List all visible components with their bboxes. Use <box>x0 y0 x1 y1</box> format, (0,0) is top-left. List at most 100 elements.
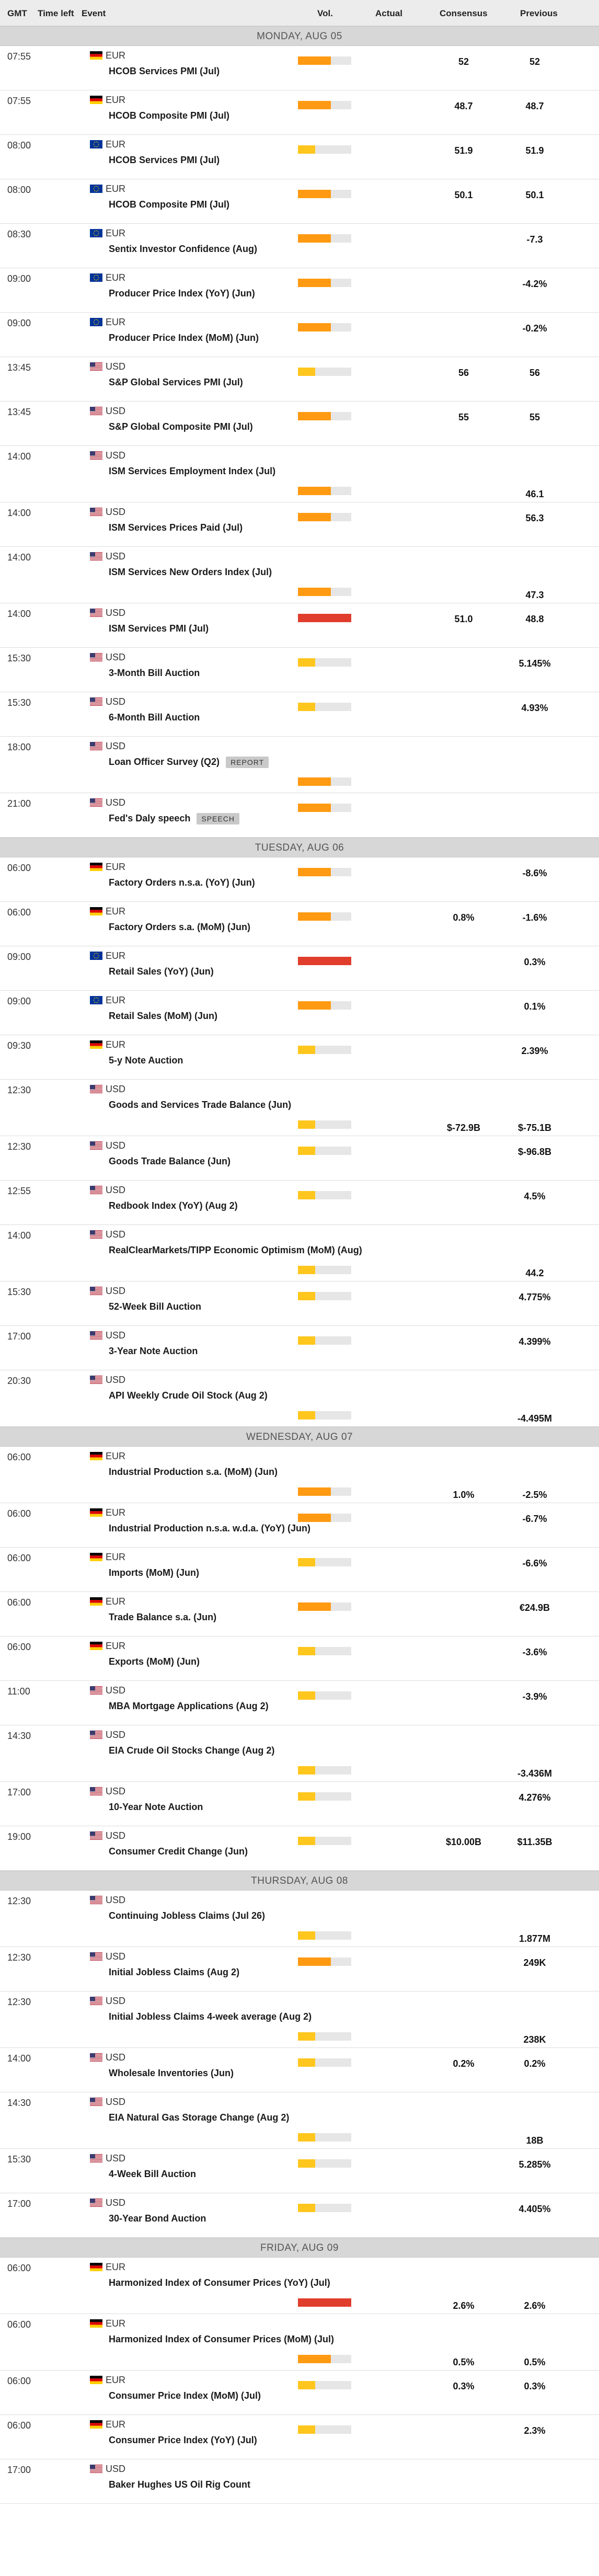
event-name[interactable]: Retail Sales (YoY) (Jun) <box>109 966 214 977</box>
event-name[interactable]: Baker Hughes US Oil Rig Count <box>109 2479 250 2490</box>
event-row[interactable]: 09:00 EUR Retail Sales (MoM) (Jun) 0.1% <box>0 991 599 1035</box>
event-name[interactable]: Sentix Investor Confidence (Aug) <box>109 244 257 255</box>
event-row[interactable]: 09:00 EUR Producer Price Index (MoM) (Jun)… <box>0 313 599 357</box>
event-name[interactable]: 3-Year Note Auction <box>109 1346 198 1357</box>
event-name[interactable]: HCOB Services PMI (Jul) <box>109 66 220 77</box>
event-row[interactable]: 08:00 EUR HCOB Composite PMI (Jul) 50.1 50.1 <box>0 179 599 224</box>
event-name[interactable]: Exports (MoM) (Jun) <box>109 1656 200 1667</box>
event-name[interactable]: Initial Jobless Claims (Aug 2) <box>109 1967 239 1978</box>
event-row[interactable]: 12:30 USD Initial Jobless Claims 4-week av… <box>0 1991 599 2048</box>
event-row[interactable]: 06:00 EUR Harmonized Index of Consumer Pri… <box>0 2314 599 2371</box>
event-row[interactable]: 12:30 USD Goods Trade Balance (Jun) $-96.8B <box>0 1136 599 1181</box>
event-row[interactable]: 12:55 USD Redbook Index (YoY) (Aug 2) 4.5% <box>0 1181 599 1225</box>
event-row[interactable]: 09:00 EUR Producer Price Index (YoY) (Jun)… <box>0 268 599 313</box>
event-name[interactable]: EIA Crude Oil Stocks Change (Aug 2) <box>109 1745 274 1756</box>
event-row[interactable]: 15:30 USD 6-Month Bill Auction 4.93% <box>0 692 599 737</box>
event-row[interactable]: 14:00 USD ISM Services PMI (Jul) 51.0 48.8 <box>0 603 599 648</box>
event-row[interactable]: 07:55 EUR HCOB Services PMI (Jul) 52 52 <box>0 46 599 90</box>
event-name[interactable]: MBA Mortgage Applications (Aug 2) <box>109 1701 269 1712</box>
event-row[interactable]: 17:00 USD Baker Hughes US Oil Rig Count <box>0 2459 599 2504</box>
event-name[interactable]: ISM Services Employment Index (Jul) <box>109 466 275 477</box>
header-event[interactable]: Event <box>82 8 106 18</box>
event-row[interactable]: 15:30 USD 52-Week Bill Auction 4.775% <box>0 1281 599 1326</box>
event-name[interactable]: Goods and Services Trade Balance (Jun) <box>109 1100 291 1110</box>
event-name[interactable]: Consumer Price Index (YoY) (Jul) <box>109 2435 257 2446</box>
event-name[interactable]: Harmonized Index of Consumer Prices (YoY… <box>109 2277 330 2288</box>
event-name[interactable]: Factory Orders n.s.a. (YoY) (Jun) <box>109 877 255 888</box>
event-name[interactable]: 3-Month Bill Auction <box>109 668 200 679</box>
event-row[interactable]: 06:00 EUR Industrial Production n.s.a. w.d… <box>0 1503 599 1548</box>
event-name[interactable]: Redbook Index (YoY) (Aug 2) <box>109 1200 238 1211</box>
event-row[interactable]: 08:30 EUR Sentix Investor Confidence (Aug)… <box>0 224 599 268</box>
event-row[interactable]: 06:00 EUR Factory Orders s.a. (MoM) (Jun) 0… <box>0 902 599 946</box>
header-vol[interactable]: Vol. <box>317 8 333 18</box>
header-consensus[interactable]: Consensus <box>440 8 488 18</box>
event-name[interactable]: 10-Year Note Auction <box>109 1802 203 1813</box>
event-name[interactable]: Initial Jobless Claims 4-week average (A… <box>109 2011 312 2022</box>
event-name[interactable]: 6-Month Bill Auction <box>109 712 200 723</box>
event-name[interactable]: Factory Orders s.a. (MoM) (Jun) <box>109 922 250 933</box>
event-row[interactable]: 18:00 USD Loan Officer Survey (Q2) REPORT <box>0 737 599 793</box>
event-row[interactable]: 14:00 USD ISM Services Employment Index (J… <box>0 446 599 502</box>
header-actual[interactable]: Actual <box>375 8 402 18</box>
event-row[interactable]: 08:00 EUR HCOB Services PMI (Jul) 51.9 51.9 <box>0 135 599 179</box>
event-row[interactable]: 17:00 USD 10-Year Note Auction 4.276% <box>0 1782 599 1826</box>
event-row[interactable]: 14:00 USD ISM Services Prices Paid (Jul) 56… <box>0 502 599 547</box>
event-name[interactable]: Continuing Jobless Claims (Jul 26) <box>109 1910 265 1921</box>
event-row[interactable]: 21:00 USD Fed's Daly speech SPEECH <box>0 793 599 838</box>
event-row[interactable]: 06:00 EUR Exports (MoM) (Jun) -3.6% <box>0 1636 599 1681</box>
event-row[interactable]: 06:00 EUR Harmonized Index of Consumer Pri… <box>0 2258 599 2314</box>
event-name[interactable]: HCOB Composite PMI (Jul) <box>109 199 229 210</box>
event-name[interactable]: Producer Price Index (MoM) (Jun) <box>109 333 259 344</box>
event-name[interactable]: EIA Natural Gas Storage Change (Aug 2) <box>109 2112 289 2123</box>
event-row[interactable]: 11:00 USD MBA Mortgage Applications (Aug 2… <box>0 1681 599 1725</box>
header-gmt[interactable]: GMT <box>7 8 27 18</box>
event-row[interactable]: 20:30 USD API Weekly Crude Oil Stock (Aug … <box>0 1370 599 1427</box>
event-name[interactable]: Imports (MoM) (Jun) <box>109 1567 199 1578</box>
event-name[interactable]: Fed's Daly speech SPEECH <box>109 813 239 825</box>
event-row[interactable]: 14:00 USD Wholesale Inventories (Jun) 0.2% 0… <box>0 2048 599 2092</box>
event-row[interactable]: 14:30 USD EIA Crude Oil Stocks Change (Aug… <box>0 1725 599 1782</box>
event-name[interactable]: 52-Week Bill Auction <box>109 1301 201 1312</box>
event-row[interactable]: 07:55 EUR HCOB Composite PMI (Jul) 48.7 48.7 <box>0 90 599 135</box>
event-row[interactable]: 13:45 USD S&P Global Composite PMI (Jul) 55… <box>0 402 599 446</box>
event-name[interactable]: 5-y Note Auction <box>109 1055 183 1066</box>
event-row[interactable]: 09:00 EUR Retail Sales (YoY) (Jun) 0.3% <box>0 946 599 991</box>
event-name[interactable]: Industrial Production n.s.a. w.d.a. (YoY… <box>109 1523 310 1534</box>
event-name[interactable]: S&P Global Services PMI (Jul) <box>109 377 243 388</box>
event-name[interactable]: RealClearMarkets/TIPP Economic Optimism … <box>109 1245 362 1256</box>
event-name[interactable]: 30-Year Bond Auction <box>109 2213 206 2224</box>
header-previous[interactable]: Previous <box>520 8 558 18</box>
event-row[interactable]: 13:45 USD S&P Global Services PMI (Jul) 56 5… <box>0 357 599 402</box>
event-row[interactable]: 19:00 USD Consumer Credit Change (Jun) $10.… <box>0 1826 599 1871</box>
event-row[interactable]: 06:00 EUR Trade Balance s.a. (Jun) €24.9B <box>0 1592 599 1636</box>
event-row[interactable]: 14:00 USD ISM Services New Orders Index (J… <box>0 547 599 603</box>
event-row[interactable]: 14:30 USD EIA Natural Gas Storage Change (… <box>0 2092 599 2149</box>
event-name[interactable]: HCOB Composite PMI (Jul) <box>109 110 229 121</box>
event-row[interactable]: 06:00 EUR Factory Orders n.s.a. (YoY) (Jun… <box>0 857 599 902</box>
event-name[interactable]: 4-Week Bill Auction <box>109 2169 196 2180</box>
event-row[interactable]: 06:00 EUR Consumer Price Index (MoM) (Jul)… <box>0 2371 599 2415</box>
event-row[interactable]: 06:00 EUR Industrial Production s.a. (MoM)… <box>0 1447 599 1503</box>
event-name[interactable]: HCOB Services PMI (Jul) <box>109 155 220 166</box>
event-name[interactable]: Harmonized Index of Consumer Prices (MoM… <box>109 2334 334 2345</box>
event-name[interactable]: Loan Officer Survey (Q2) REPORT <box>109 757 269 769</box>
event-name[interactable]: API Weekly Crude Oil Stock (Aug 2) <box>109 1390 268 1401</box>
event-name[interactable]: Industrial Production s.a. (MoM) (Jun) <box>109 1467 278 1478</box>
event-name[interactable]: Consumer Price Index (MoM) (Jul) <box>109 2390 261 2401</box>
event-name[interactable]: Producer Price Index (YoY) (Jun) <box>109 288 255 299</box>
event-row[interactable]: 14:00 USD RealClearMarkets/TIPP Economic O… <box>0 1225 599 1281</box>
event-row[interactable]: 12:30 USD Goods and Services Trade Balance… <box>0 1080 599 1136</box>
event-name[interactable]: S&P Global Composite PMI (Jul) <box>109 421 253 432</box>
event-name[interactable]: Trade Balance s.a. (Jun) <box>109 1612 216 1623</box>
event-name[interactable]: ISM Services New Orders Index (Jul) <box>109 567 272 578</box>
event-row[interactable]: 12:30 USD Initial Jobless Claims (Aug 2) 24… <box>0 1947 599 1991</box>
event-name[interactable]: Wholesale Inventories (Jun) <box>109 2068 234 2079</box>
event-name[interactable]: Consumer Credit Change (Jun) <box>109 1846 248 1857</box>
event-row[interactable]: 06:00 EUR Imports (MoM) (Jun) -6.6% <box>0 1548 599 1592</box>
event-row[interactable]: 09:30 EUR 5-y Note Auction 2.39% <box>0 1035 599 1080</box>
event-name[interactable]: ISM Services PMI (Jul) <box>109 623 209 634</box>
event-name[interactable]: ISM Services Prices Paid (Jul) <box>109 522 243 533</box>
event-row[interactable]: 12:30 USD Continuing Jobless Claims (Jul 2… <box>0 1891 599 1947</box>
event-name[interactable]: Retail Sales (MoM) (Jun) <box>109 1011 217 1022</box>
